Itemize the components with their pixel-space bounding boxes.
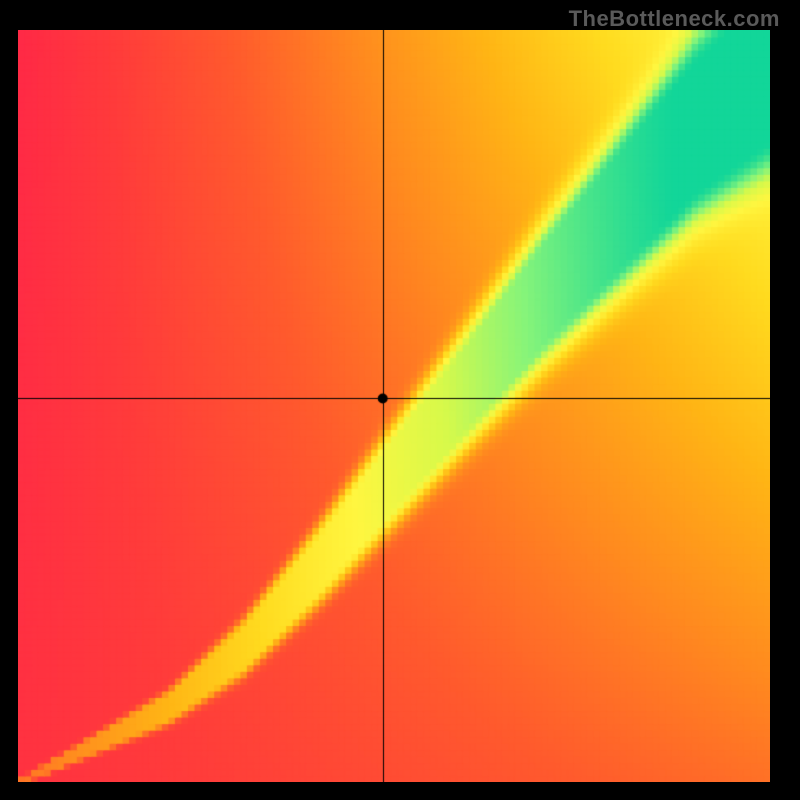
heatmap-canvas xyxy=(18,30,770,782)
watermark-text: TheBottleneck.com xyxy=(569,6,780,32)
plot-area xyxy=(18,30,770,782)
chart-frame: TheBottleneck.com xyxy=(0,0,800,800)
